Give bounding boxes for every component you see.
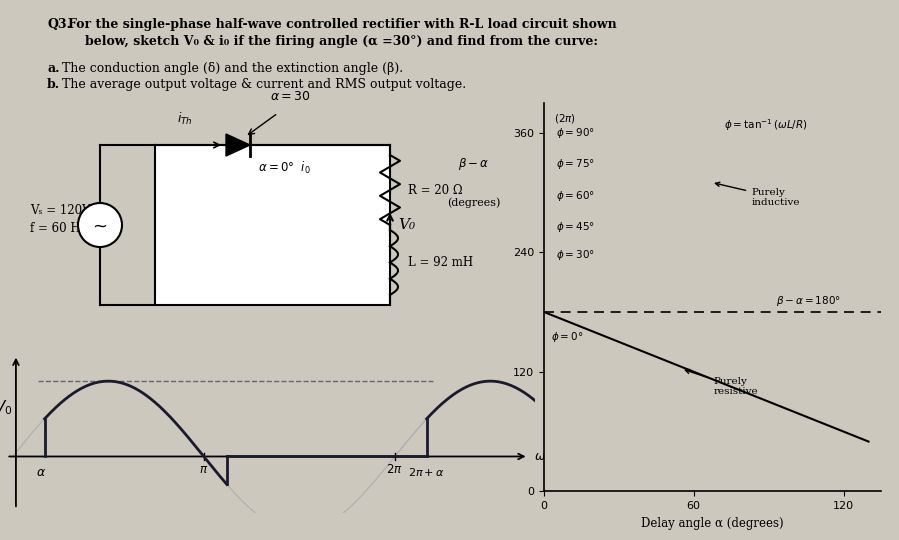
Text: b.: b.: [47, 78, 60, 91]
Text: $\alpha = 30$: $\alpha = 30$: [270, 90, 311, 103]
Text: Purely
inductive: Purely inductive: [716, 183, 800, 207]
Text: $(2\pi)$: $(2\pi)$: [554, 112, 576, 125]
Text: a.: a.: [47, 62, 59, 75]
Text: $\omega t$: $\omega t$: [534, 450, 551, 463]
Text: $\beta - \alpha$: $\beta - \alpha$: [458, 157, 490, 172]
Text: $\phi = \tan^{-1}(\omega L/R)$: $\phi = \tan^{-1}(\omega L/R)$: [724, 118, 807, 133]
Text: $2\pi+\alpha$: $2\pi+\alpha$: [408, 465, 445, 477]
Text: $\phi = 45°$: $\phi = 45°$: [556, 220, 595, 234]
Text: $\phi = 75°$: $\phi = 75°$: [556, 157, 595, 171]
Text: $\phi = 60°$: $\phi = 60°$: [556, 190, 595, 204]
Circle shape: [78, 203, 122, 247]
Text: V₀: V₀: [398, 218, 415, 232]
Text: The conduction angle (δ) and the extinction angle (β).: The conduction angle (δ) and the extinct…: [62, 62, 403, 75]
Text: For the single-phase half-wave controlled rectifier with R-L load circuit shown: For the single-phase half-wave controlle…: [68, 18, 617, 31]
Text: Vₛ = 120V: Vₛ = 120V: [30, 204, 91, 217]
Text: $\phi = 0°$: $\phi = 0°$: [551, 330, 583, 344]
Text: (degrees): (degrees): [448, 197, 501, 208]
Text: $\pi$: $\pi$: [200, 463, 209, 476]
Polygon shape: [226, 134, 250, 156]
Bar: [155, 145, 390, 305]
Text: The average output voltage & current and RMS output voltage.: The average output voltage & current and…: [62, 78, 466, 91]
Text: Purely
resistive: Purely resistive: [685, 369, 759, 396]
Text: below, sketch V₀ & i₀ if the firing angle (α =30°) and find from the curve:: below, sketch V₀ & i₀ if the firing angl…: [85, 35, 598, 48]
Text: $V_0$: $V_0$: [0, 398, 13, 417]
Text: $\alpha$: $\alpha$: [36, 465, 47, 478]
Text: $i_{Th}$: $i_{Th}$: [177, 111, 193, 127]
Text: $\alpha = 0°$  $i_0$: $\alpha = 0°$ $i_0$: [258, 160, 311, 176]
Text: $\phi = 90°$: $\phi = 90°$: [556, 125, 595, 139]
Text: ~: ~: [93, 218, 108, 236]
X-axis label: Delay angle α (degrees): Delay angle α (degrees): [641, 517, 784, 530]
Text: Q3.: Q3.: [47, 18, 71, 31]
Text: $\phi = 30°$: $\phi = 30°$: [556, 248, 595, 262]
Text: f = 60 Hz: f = 60 Hz: [30, 221, 86, 234]
Text: $\beta - \alpha = 180°$: $\beta - \alpha = 180°$: [776, 294, 841, 308]
Text: R = 20 Ω: R = 20 Ω: [408, 184, 463, 197]
Text: L = 92 mH: L = 92 mH: [408, 256, 473, 269]
Text: $2\pi$: $2\pi$: [387, 463, 403, 476]
